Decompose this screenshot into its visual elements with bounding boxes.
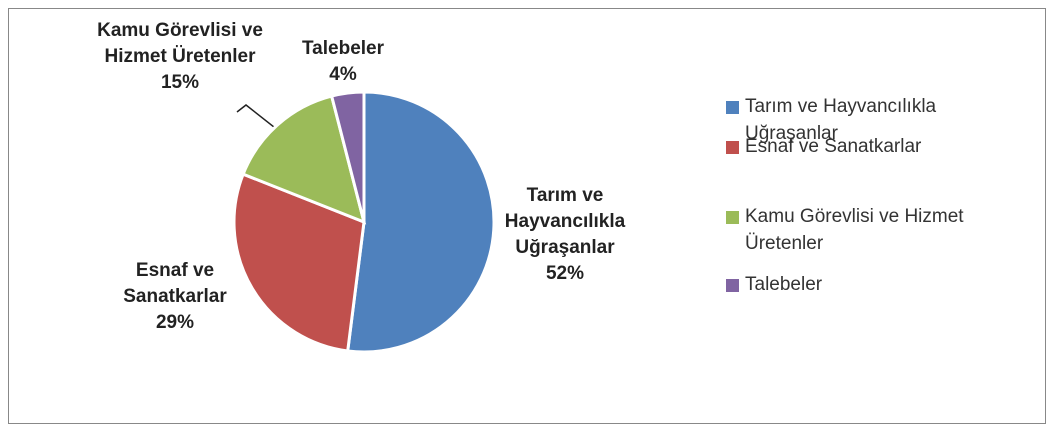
legend-item: Tarım ve Hayvancılıkla Uğraşanlar	[726, 93, 1006, 147]
data-label-category: Talebeler	[301, 38, 385, 59]
data-label: Talebeler 4%	[283, 36, 403, 88]
data-label: Tarım ve Hayvancılıkla Uğraşanlar 52%	[485, 183, 645, 287]
pie-slice	[346, 90, 496, 354]
pie-slice	[232, 172, 366, 353]
data-label-value: 15%	[160, 72, 200, 93]
leader-line	[236, 104, 280, 132]
legend-item: Esnaf ve Sanatkarlar	[726, 133, 1006, 160]
pie-slice	[329, 90, 366, 223]
data-label-category: Tarım ve Hayvancılıkla Uğraşanlar	[504, 185, 626, 258]
legend-label: Kamu Görevlisi ve Hizmet Üretenler	[745, 206, 964, 254]
data-label-value: 29%	[155, 312, 195, 333]
legend-label: Esnaf ve Sanatkarlar	[745, 136, 922, 157]
legend-swatch	[726, 141, 739, 154]
chart-frame	[8, 8, 1046, 424]
data-label-category: Esnaf ve Sanatkarlar	[123, 260, 227, 307]
legend-swatch	[726, 211, 739, 224]
legend-item: Kamu Görevlisi ve Hizmet Üretenler	[726, 203, 1006, 257]
legend-label: Talebeler	[745, 274, 823, 295]
data-label-value: 4%	[329, 64, 357, 85]
legend-swatch	[726, 101, 739, 114]
legend-label: Tarım ve Hayvancılıkla Uğraşanlar	[745, 96, 937, 144]
data-label-value: 52%	[545, 263, 585, 284]
pie-slice	[241, 94, 367, 225]
legend-swatch	[726, 279, 739, 292]
data-label: Kamu Görevlisi ve Hizmet Üretenler 15%	[90, 18, 270, 96]
legend-item: Talebeler	[726, 271, 1006, 298]
data-label: Esnaf ve Sanatkarlar 29%	[105, 258, 245, 336]
data-label-category: Kamu Görevlisi ve Hizmet Üretenler	[97, 20, 263, 67]
